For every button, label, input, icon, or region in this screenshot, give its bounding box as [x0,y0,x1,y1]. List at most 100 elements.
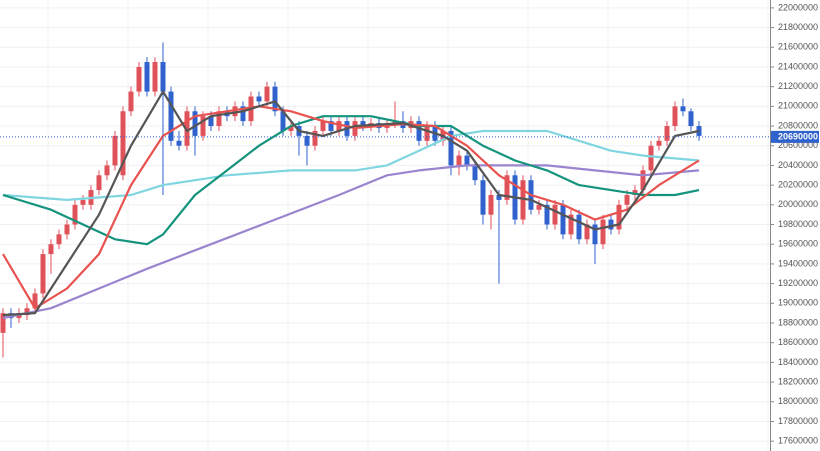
candle-body [192,111,198,136]
candle-body [424,126,430,141]
candle-body [136,66,142,92]
y-tick-label: 17800000 [778,416,818,426]
y-tick-label: 21600000 [778,42,818,52]
candle-body [80,199,86,205]
candle-body [488,194,494,215]
candle-body [600,219,606,245]
candle-body [32,293,38,309]
candle-body [64,224,70,235]
candle-body [56,234,62,245]
y-tick-label: 18000000 [778,396,818,406]
y-tick-label: 17600000 [778,436,818,446]
y-tick-label: 19200000 [778,278,818,288]
candle-body [112,135,118,166]
candle-body [280,111,286,131]
candle-body [624,194,630,205]
y-tick-label: 18800000 [778,317,818,327]
candle-body [680,106,686,112]
moving-average-line [2,129,700,201]
y-tick-label: 19600000 [778,239,818,249]
candle-body [184,111,190,146]
moving-average-line [2,115,700,246]
candle-body [552,204,558,225]
candle-body [520,180,526,220]
candle-body [568,214,574,235]
candle-body [360,121,366,127]
candle-body [168,91,174,141]
y-tick-label: 18600000 [778,337,818,347]
candle-body [216,111,222,127]
candle-body [320,121,326,131]
y-tick-label: 19000000 [778,298,818,308]
candle-body [96,175,102,191]
y-tick-label: 20400000 [778,160,818,170]
candle-body [664,126,670,141]
candle-body [544,204,550,225]
candle-body [232,106,238,117]
candle-body [128,91,134,112]
candle-body [672,106,678,127]
candle-body [688,111,694,127]
y-tick-label: 21200000 [778,81,818,91]
candle-body [208,116,214,127]
candle-body [696,126,702,136]
candle-body [0,313,6,333]
candle-body [648,145,654,171]
candle-body [496,194,502,200]
moving-average-line [2,90,700,317]
y-tick-label: 19400000 [778,258,818,268]
candle-body [640,170,646,191]
candle-body [328,121,334,131]
candle-body [200,116,206,136]
candle-body [144,62,150,92]
y-tick-label: 20600000 [778,140,818,150]
candle-body [272,86,278,112]
candle-body [480,180,486,215]
candle-body [176,140,182,146]
candle-body [608,219,614,230]
candle-body [48,244,54,255]
candle-body [256,96,262,102]
candle-body [40,254,46,294]
candle-body [456,155,462,166]
candle-body [288,126,294,131]
candle-body [592,224,598,245]
candle-body [416,121,422,141]
last-price-label: 20690000 [778,131,818,141]
candle-body [152,62,158,92]
y-tick-label: 19800000 [778,219,818,229]
y-tick-label: 18400000 [778,357,818,367]
candle-body [160,62,166,92]
candle-body [336,121,342,131]
y-tick-label: 21400000 [778,61,818,71]
candle-body [504,175,510,200]
moving-average-line [2,164,700,320]
candle-body [632,190,638,195]
y-tick-label: 22000000 [778,2,818,12]
candle-body [120,111,126,176]
y-tick-label: 20000000 [778,199,818,209]
candle-body [472,165,478,181]
last-price-box [771,130,819,143]
candle-body [72,204,78,225]
candle-body [560,204,566,235]
candle-body [264,86,270,102]
candle-body [464,155,470,166]
y-tick-label: 21800000 [778,22,818,32]
candle-body [536,204,542,210]
candle-body [576,214,582,240]
y-tick-label: 21000000 [778,101,818,111]
y-tick-label: 18200000 [778,376,818,386]
candle-body [240,106,246,122]
candle-body [24,308,30,316]
y-tick-label: 20200000 [778,180,818,190]
moving-average-line [2,105,700,310]
y-tick-label: 20800000 [778,120,818,130]
candle-body [312,130,318,146]
candle-body [448,130,454,166]
candle-body [584,224,590,240]
candle-body [104,165,110,176]
candle-body [656,140,662,146]
